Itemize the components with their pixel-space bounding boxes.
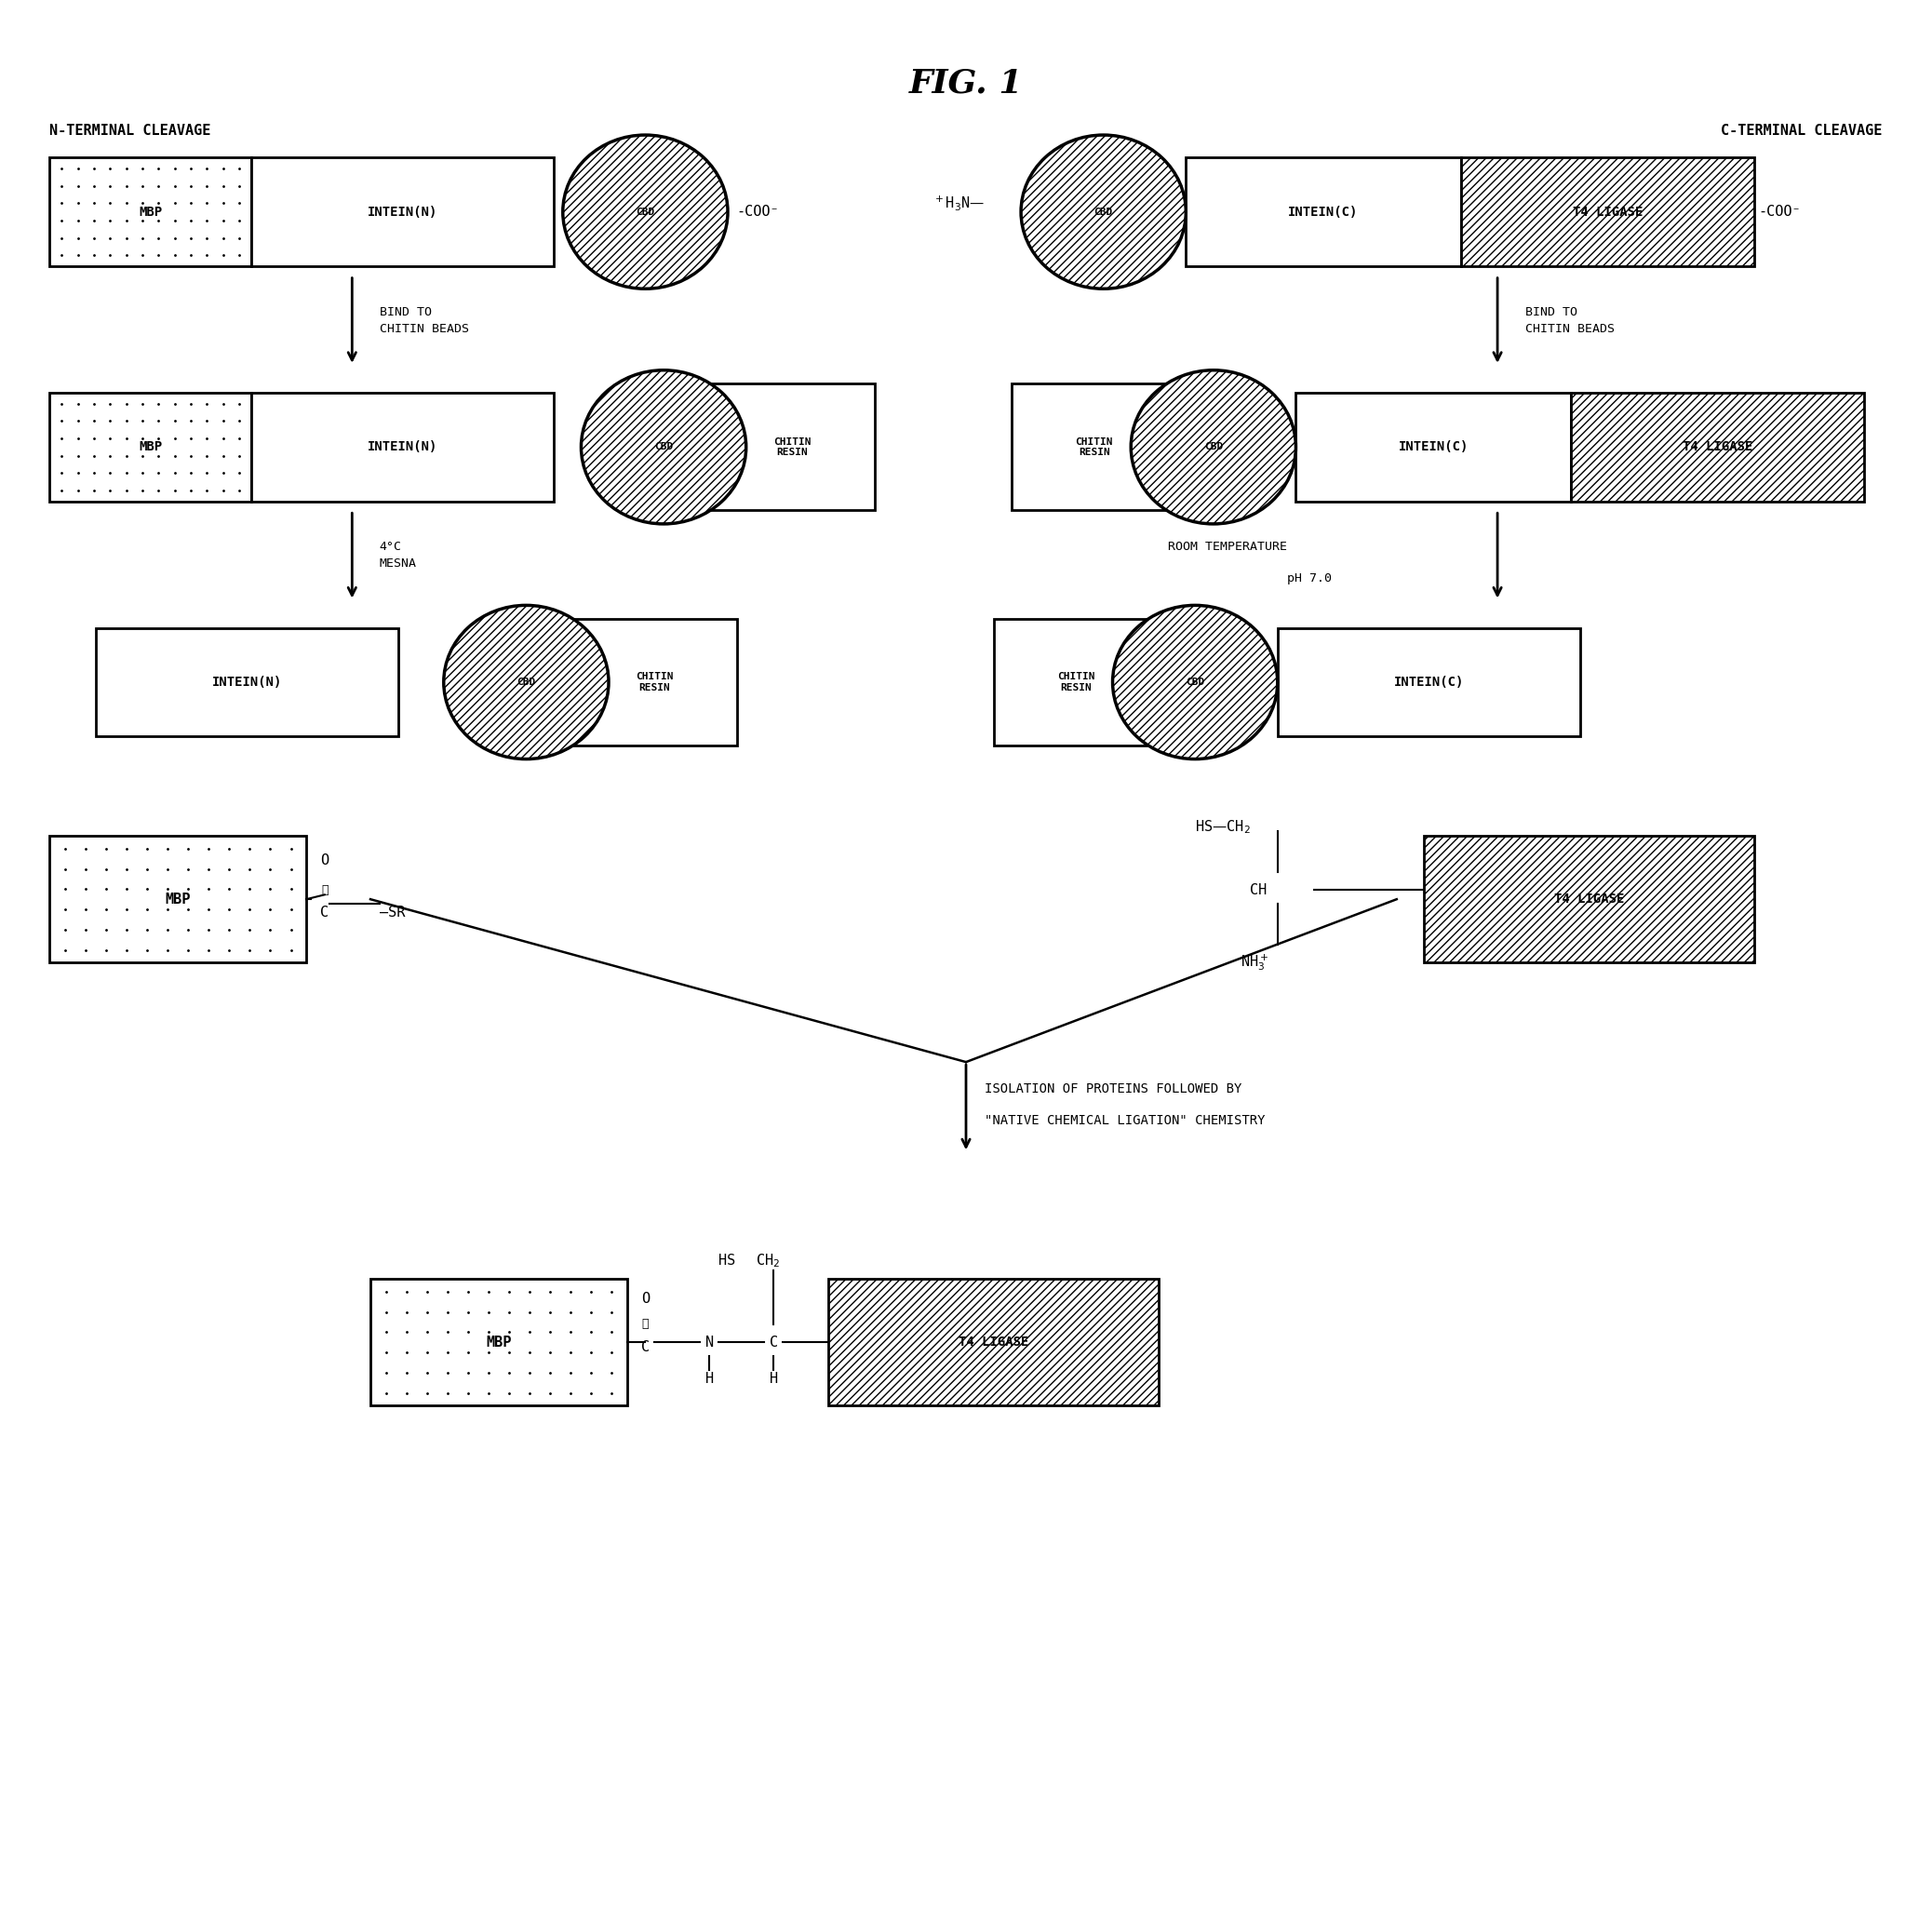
Bar xyxy=(1571,393,1864,502)
Text: CH$_2$: CH$_2$ xyxy=(755,1253,781,1270)
Ellipse shape xyxy=(1020,135,1186,288)
Bar xyxy=(829,1280,1159,1405)
Ellipse shape xyxy=(1130,370,1296,524)
Text: -COO⁻: -COO⁻ xyxy=(736,204,779,219)
Bar xyxy=(251,158,554,267)
Ellipse shape xyxy=(562,135,728,288)
Text: MBP: MBP xyxy=(139,441,162,454)
Text: CBD: CBD xyxy=(516,677,535,687)
Text: CHITIN
RESIN: CHITIN RESIN xyxy=(1076,437,1113,458)
Text: INTEIN(N): INTEIN(N) xyxy=(367,441,437,454)
Text: N: N xyxy=(705,1335,713,1350)
Text: C: C xyxy=(641,1341,649,1354)
Text: MBP: MBP xyxy=(487,1335,512,1350)
Text: CBD: CBD xyxy=(636,208,655,217)
Text: -COO⁻: -COO⁻ xyxy=(1758,204,1801,219)
Text: ROOM TEMPERATURE: ROOM TEMPERATURE xyxy=(1167,540,1287,553)
Text: C-TERMINAL CLEAVAGE: C-TERMINAL CLEAVAGE xyxy=(1721,124,1882,137)
Text: pH 7.0: pH 7.0 xyxy=(1287,572,1331,584)
Text: T4 LIGASE: T4 LIGASE xyxy=(1553,892,1625,906)
Text: NH$_3^+$: NH$_3^+$ xyxy=(1240,952,1269,973)
Ellipse shape xyxy=(1113,605,1277,759)
Text: HS: HS xyxy=(719,1255,736,1268)
Bar xyxy=(993,620,1196,746)
Bar xyxy=(50,158,251,267)
Text: H: H xyxy=(705,1371,713,1386)
Text: C: C xyxy=(769,1335,779,1350)
Text: MBP: MBP xyxy=(166,892,191,906)
Text: —SR: —SR xyxy=(379,906,406,919)
Text: N-TERMINAL CLEAVAGE: N-TERMINAL CLEAVAGE xyxy=(50,124,211,137)
Text: ∥: ∥ xyxy=(321,885,328,896)
Text: O: O xyxy=(321,854,328,868)
Text: INTEIN(C): INTEIN(C) xyxy=(1289,206,1358,219)
Text: T4 LIGASE: T4 LIGASE xyxy=(1573,206,1642,219)
Text: MBP: MBP xyxy=(139,206,162,219)
Bar xyxy=(50,835,307,963)
Text: C: C xyxy=(321,906,328,919)
Bar xyxy=(535,620,736,746)
Text: INTEIN(N): INTEIN(N) xyxy=(367,206,437,219)
Text: CBD: CBD xyxy=(1094,208,1113,217)
Bar xyxy=(50,393,251,502)
Bar xyxy=(1461,158,1754,267)
Text: FIG. 1: FIG. 1 xyxy=(908,67,1024,99)
Text: ISOLATION OF PROTEINS FOLLOWED BY: ISOLATION OF PROTEINS FOLLOWED BY xyxy=(983,1083,1242,1097)
Bar xyxy=(672,383,875,511)
Text: 4°C
MESNA: 4°C MESNA xyxy=(379,542,417,570)
Text: HS—CH$_2$: HS—CH$_2$ xyxy=(1196,818,1250,835)
Text: CBD: CBD xyxy=(655,442,672,452)
Text: INTEIN(N): INTEIN(N) xyxy=(213,675,282,688)
Bar xyxy=(95,627,398,736)
Text: O: O xyxy=(641,1293,649,1306)
Bar xyxy=(371,1280,628,1405)
Text: CBD: CBD xyxy=(1204,442,1223,452)
Text: CHITIN
RESIN: CHITIN RESIN xyxy=(773,437,811,458)
Text: BIND TO
CHITIN BEADS: BIND TO CHITIN BEADS xyxy=(379,305,469,336)
Text: CH: CH xyxy=(1250,883,1267,896)
Text: "NATIVE CHEMICAL LIGATION" CHEMISTRY: "NATIVE CHEMICAL LIGATION" CHEMISTRY xyxy=(983,1114,1265,1127)
Text: T4 LIGASE: T4 LIGASE xyxy=(958,1337,1028,1348)
Text: H: H xyxy=(769,1371,779,1386)
Bar xyxy=(1012,383,1213,511)
Bar xyxy=(1186,158,1461,267)
Text: INTEIN(C): INTEIN(C) xyxy=(1399,441,1468,454)
Ellipse shape xyxy=(444,605,609,759)
Text: INTEIN(C): INTEIN(C) xyxy=(1393,675,1464,688)
Bar xyxy=(1424,835,1754,963)
Text: CHITIN
RESIN: CHITIN RESIN xyxy=(636,671,672,692)
Bar xyxy=(1277,627,1580,736)
Text: CHITIN
RESIN: CHITIN RESIN xyxy=(1057,671,1095,692)
Text: $^+$H$_3$N—: $^+$H$_3$N— xyxy=(933,193,983,212)
Text: BIND TO
CHITIN BEADS: BIND TO CHITIN BEADS xyxy=(1524,305,1615,336)
Text: ∥: ∥ xyxy=(641,1318,649,1331)
Bar xyxy=(1296,393,1571,502)
Bar xyxy=(251,393,554,502)
Text: CBD: CBD xyxy=(1186,677,1204,687)
Text: T4 LIGASE: T4 LIGASE xyxy=(1683,441,1752,454)
Ellipse shape xyxy=(582,370,746,524)
